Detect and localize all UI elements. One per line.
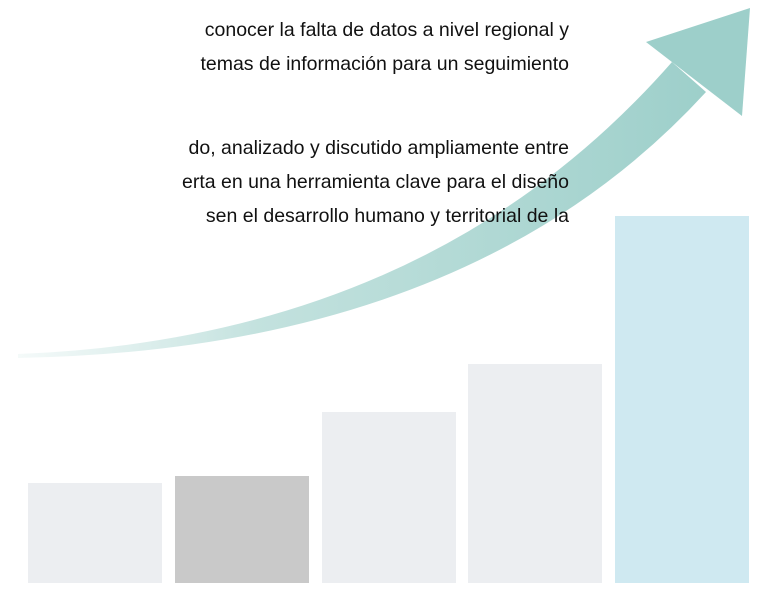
text-line: temas de información para un seguimiento xyxy=(200,53,569,75)
decor-bar xyxy=(615,216,749,583)
growth-arrow xyxy=(18,62,706,358)
decor-bar xyxy=(175,476,309,583)
decor-bar xyxy=(28,483,162,583)
text-line: do, analizado y discutido ampliamente en… xyxy=(189,137,569,159)
arrow-head xyxy=(646,8,750,116)
decor-bar xyxy=(322,412,456,583)
text-line: conocer la falta de datos a nivel region… xyxy=(205,19,569,41)
text-line: erta en una herramienta clave para el di… xyxy=(182,171,569,193)
text-line: sen el desarrollo humano y territorial d… xyxy=(206,205,569,227)
text-block: conocer la falta de datos a nivel region… xyxy=(182,19,569,227)
decor-bar xyxy=(468,364,602,583)
